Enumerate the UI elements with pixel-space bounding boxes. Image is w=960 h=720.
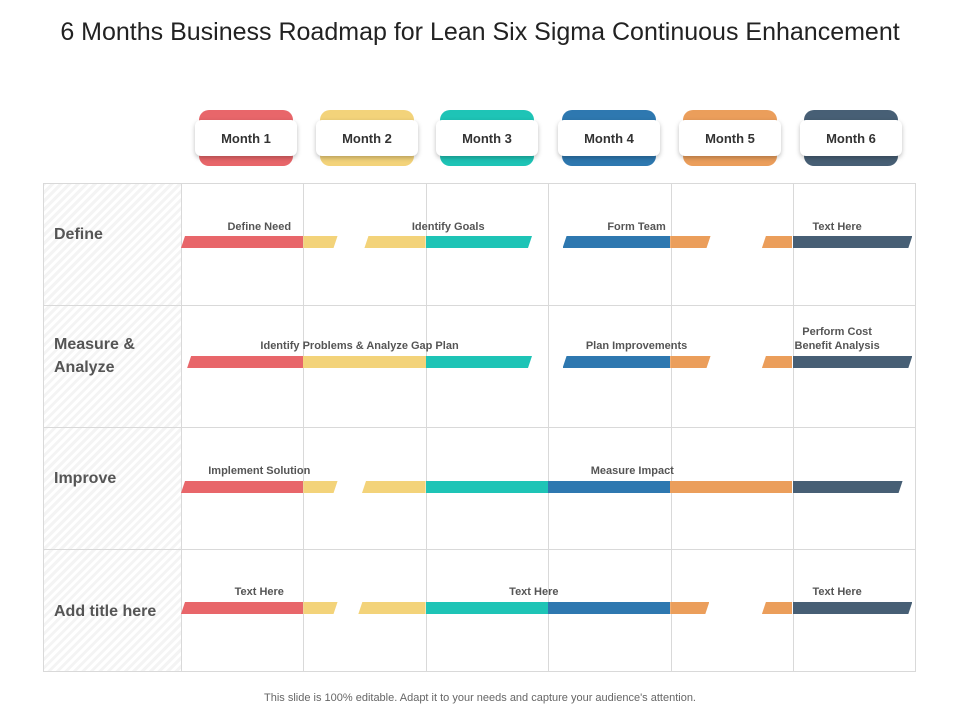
month-label-4: Month 4 <box>558 120 660 156</box>
bar-segment <box>426 236 532 248</box>
bar-label: Identify Problems & Analyze Gap Plan <box>260 340 459 352</box>
month-tab-5[interactable]: Month 5 <box>679 110 781 166</box>
bar-segment <box>187 356 304 368</box>
bar-label: Plan Improvements <box>585 340 688 352</box>
bar-segment <box>562 356 671 368</box>
bar-label: Text Here <box>234 586 284 598</box>
month-label-6: Month 6 <box>800 120 902 156</box>
bar-segment <box>761 356 793 368</box>
bar-segment <box>670 356 710 368</box>
slide-title: 6 Months Business Roadmap for Lean Six S… <box>60 18 900 46</box>
bar-segment <box>303 236 337 248</box>
month-tab-3[interactable]: Month 3 <box>436 110 538 166</box>
bar-segment <box>425 602 548 614</box>
bar-segment <box>426 356 532 368</box>
bar-segment <box>670 236 710 248</box>
bar-segment <box>670 602 709 614</box>
row-label-define: Define <box>54 226 103 243</box>
bar-segment <box>562 236 671 248</box>
bar-segment <box>358 602 426 614</box>
bar-segment <box>793 356 913 368</box>
month-tab-4[interactable]: Month 4 <box>558 110 660 166</box>
bar-label: Define Need <box>227 221 292 233</box>
bar-label: Perform Cost Benefit Analysis <box>794 326 880 352</box>
bar-segment <box>362 481 426 493</box>
bar-segment <box>793 236 913 248</box>
month-label-1: Month 1 <box>195 120 297 156</box>
bar-segment <box>793 602 913 614</box>
footer-note: This slide is 100% editable. Adapt it to… <box>264 692 696 704</box>
bar-segment <box>364 236 426 248</box>
bar-label: Identify Goals <box>411 221 485 233</box>
bar-segment <box>303 356 426 368</box>
month-label-2: Month 2 <box>316 120 418 156</box>
bar-label: Implement Solution <box>208 465 311 477</box>
row-label-measure-analyze: Measure & Analyze <box>54 336 135 376</box>
month-label-5: Month 5 <box>679 120 781 156</box>
bar-segment <box>303 481 337 493</box>
bar-segment <box>793 481 903 493</box>
row-label-improve: Improve <box>54 470 117 487</box>
month-tab-1[interactable]: Month 1 <box>195 110 297 166</box>
grid-divider <box>43 305 916 306</box>
bar-segment <box>303 602 337 614</box>
month-tab-2[interactable]: Month 2 <box>316 110 418 166</box>
bar-segment <box>761 602 793 614</box>
bar-segment <box>181 602 304 614</box>
bar-label: Text Here <box>509 586 559 598</box>
row-label-add-title: Add title here <box>54 603 157 620</box>
month-tab-6[interactable]: Month 6 <box>800 110 902 166</box>
grid-divider <box>43 549 916 550</box>
bar-label: Text Here <box>812 221 862 233</box>
bar-segment <box>181 236 304 248</box>
month-label-3: Month 3 <box>436 120 538 156</box>
grid-divider <box>43 427 916 428</box>
bar-label: Measure Impact <box>590 465 674 477</box>
bar-label: Text Here <box>812 586 862 598</box>
bar-segment <box>670 481 793 493</box>
bar-segment <box>761 236 793 248</box>
bar-label: Form Team <box>607 221 666 233</box>
bar-segment <box>425 481 548 493</box>
bar-segment <box>181 481 304 493</box>
bar-segment <box>547 481 671 493</box>
bar-segment <box>547 602 671 614</box>
